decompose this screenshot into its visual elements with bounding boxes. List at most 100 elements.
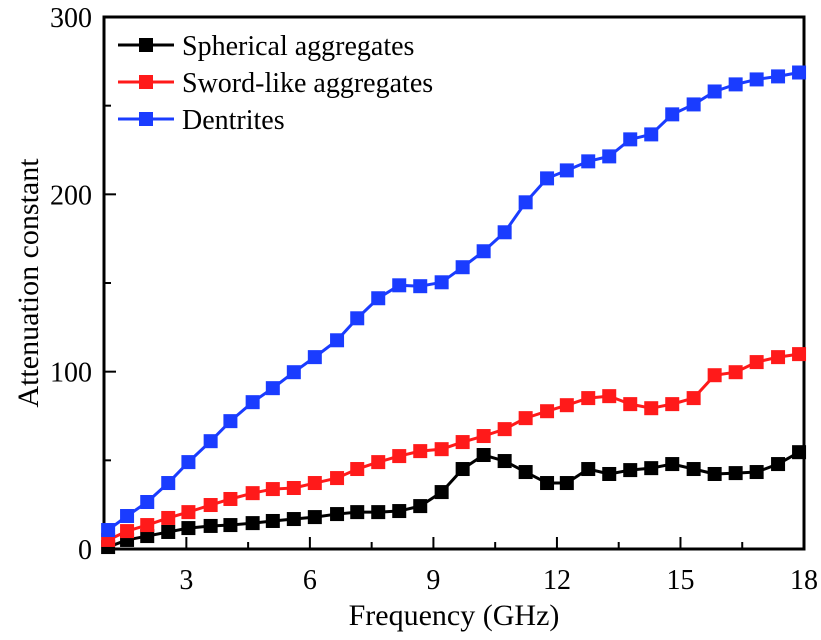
- data-point-marker: [286, 512, 301, 527]
- data-point-marker: [223, 518, 238, 533]
- data-point-marker: [245, 395, 260, 410]
- data-point-marker: [161, 510, 176, 525]
- data-point-marker: [476, 448, 491, 463]
- data-point-marker: [665, 397, 680, 412]
- data-point-marker: [792, 65, 807, 80]
- data-point-marker: [286, 365, 301, 380]
- data-point-marker: [771, 350, 786, 365]
- series-sword-like-aggregates: [101, 347, 807, 547]
- data-point-marker: [792, 445, 807, 460]
- data-point-marker: [518, 195, 533, 210]
- data-point-marker: [540, 171, 555, 186]
- data-point-marker: [518, 411, 533, 426]
- data-point-marker: [392, 278, 407, 293]
- data-point-marker: [120, 509, 135, 524]
- data-point-marker: [371, 505, 386, 520]
- data-point-marker: [455, 260, 470, 275]
- data-point-marker: [476, 429, 491, 444]
- data-point-marker: [161, 524, 176, 539]
- data-point-marker: [413, 279, 428, 294]
- y-tick-label: 300: [50, 3, 92, 34]
- x-tick-label: 9: [426, 565, 440, 596]
- data-point-marker: [265, 381, 280, 396]
- y-tick-label: 200: [50, 180, 92, 211]
- data-point-marker: [286, 480, 301, 495]
- legend-label: Sword-like aggregates: [182, 68, 433, 99]
- legend-item: Dentrites: [118, 105, 285, 136]
- data-point-marker: [161, 476, 176, 491]
- data-point-marker: [497, 422, 512, 437]
- data-point-marker: [686, 97, 701, 112]
- data-point-marker: [749, 72, 764, 87]
- data-point-marker: [120, 524, 135, 539]
- legend-label: Spherical aggregates: [182, 31, 414, 62]
- data-point-marker: [330, 471, 345, 486]
- data-point-marker: [623, 463, 638, 478]
- data-point-marker: [140, 495, 155, 510]
- data-point-marker: [245, 486, 260, 501]
- data-point-marker: [559, 163, 574, 178]
- data-point-marker: [203, 434, 218, 449]
- data-point-marker: [728, 365, 743, 380]
- data-point-marker: [749, 355, 764, 370]
- data-point-marker: [728, 466, 743, 481]
- data-point-marker: [518, 465, 533, 480]
- data-point-marker: [644, 461, 659, 476]
- data-point-marker: [707, 466, 722, 481]
- data-point-marker: [686, 462, 701, 477]
- data-point-marker: [644, 401, 659, 416]
- legend-marker-icon: [139, 75, 153, 89]
- axis-ticks: 3 6 9 12 15 18 0 100 200 300: [50, 3, 818, 596]
- data-point-marker: [455, 435, 470, 450]
- data-point-marker: [140, 529, 155, 544]
- data-point-marker: [265, 482, 280, 497]
- data-point-marker: [350, 505, 365, 520]
- data-point-marker: [434, 442, 449, 457]
- data-point-marker: [602, 389, 617, 404]
- data-point-marker: [330, 507, 345, 522]
- legend-item: Sword-like aggregates: [118, 68, 433, 99]
- data-point-marker: [307, 350, 322, 365]
- data-point-marker: [413, 499, 428, 514]
- x-tick-label: 3: [179, 565, 193, 596]
- data-point-marker: [728, 77, 743, 92]
- series-line: [107, 450, 800, 549]
- data-point-marker: [497, 225, 512, 240]
- data-point-marker: [749, 465, 764, 480]
- data-point-marker: [602, 466, 617, 481]
- data-point-marker: [181, 505, 196, 520]
- data-point-marker: [792, 347, 807, 362]
- data-point-marker: [476, 244, 491, 259]
- data-point-marker: [665, 107, 680, 122]
- data-point-marker: [223, 414, 238, 429]
- data-point-marker: [203, 518, 218, 533]
- data-point-marker: [707, 368, 722, 383]
- x-tick-label: 6: [303, 565, 317, 596]
- data-point-marker: [307, 510, 322, 525]
- data-point-marker: [540, 476, 555, 491]
- data-point-marker: [245, 516, 260, 531]
- data-point-marker: [181, 521, 196, 536]
- data-point-marker: [602, 149, 617, 164]
- data-point-marker: [140, 518, 155, 533]
- series-layer: [101, 65, 807, 555]
- legend: Spherical aggregates Sword-like aggregate…: [118, 31, 433, 136]
- y-tick-label: 0: [78, 535, 92, 566]
- data-point-marker: [350, 462, 365, 477]
- data-point-marker: [771, 69, 786, 84]
- legend-label: Dentrites: [182, 105, 285, 136]
- data-point-marker: [434, 485, 449, 500]
- y-axis-title: Attenuation constant: [12, 158, 45, 408]
- data-point-marker: [665, 457, 680, 472]
- x-axis-title: Frequency (GHz): [349, 599, 560, 632]
- data-point-marker: [330, 333, 345, 348]
- data-point-marker: [559, 398, 574, 413]
- data-point-marker: [350, 311, 365, 326]
- x-tick-label: 18: [790, 565, 818, 596]
- data-point-marker: [686, 391, 701, 406]
- data-point-marker: [371, 291, 386, 306]
- data-point-marker: [307, 476, 322, 491]
- y-tick-label: 100: [50, 358, 92, 389]
- data-point-marker: [497, 454, 512, 469]
- series-line: [107, 352, 800, 542]
